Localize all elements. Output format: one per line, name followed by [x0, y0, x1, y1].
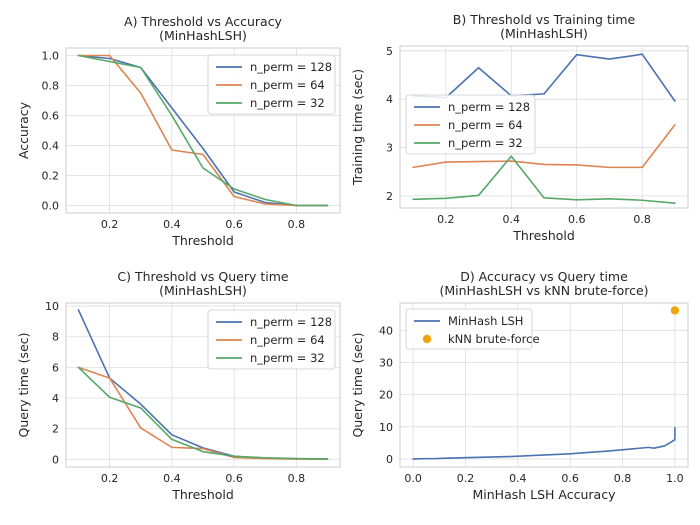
legend-frame	[207, 309, 336, 370]
legend-label: kNN brute-force	[448, 332, 540, 346]
y-tick-label: 1.0	[42, 50, 60, 63]
series-line-n-perm-64	[77, 54, 329, 207]
legend: n_perm = 128 n_perm = 64 n_perm = 32	[405, 94, 536, 155]
x-tick-label: 0.6	[225, 472, 243, 485]
y-tick-label: 4	[52, 392, 59, 405]
x-tick-label: 0.6	[561, 472, 579, 485]
y-tick-label: 0.2	[42, 170, 60, 183]
y-tick-label: 2	[52, 423, 59, 436]
series-line-minhash-lsh	[412, 426, 676, 460]
legend-label: n_perm = 64	[250, 78, 325, 92]
legend-label: n_perm = 32	[448, 136, 523, 150]
y-tick-label: 0.0	[42, 200, 60, 213]
panel-d-accuracy-vs-query-time: 0.0 0.2 0.4 0.6 0.8 1.0 0 10 20 30 40 D) Accuracy v…	[350, 269, 689, 502]
series-line-n-perm-64	[412, 124, 676, 169]
legend-label: MinHash LSH	[448, 314, 523, 328]
chart-title: A) Threshold vs Accuracy	[124, 14, 283, 29]
plot-frame	[65, 47, 341, 214]
x-tick-label: 0.2	[457, 472, 475, 485]
y-tick-label: 0	[52, 453, 59, 466]
plot-frame	[65, 302, 341, 468]
plot-frame	[399, 45, 689, 209]
panel-c-threshold-vs-query-time: 0.2 0.4 0.6 0.8 0 2 4 6 8 10 C) Threshold vs Query…	[16, 269, 341, 502]
x-tick-label: 0.8	[288, 472, 306, 485]
x-tick-label: 0.2	[101, 472, 119, 485]
y-tick-label: 0.8	[42, 80, 60, 93]
legend-frame	[405, 94, 536, 155]
plot-frame	[399, 302, 689, 468]
legend-frame	[405, 308, 533, 350]
panel-b-threshold-vs-training-time: 0.2 0.4 0.6 0.8 2 3 4 5 B) Threshold vs Training…	[350, 12, 689, 243]
chart-subtitle: (MinHashLSH vs kNN brute-force)	[439, 283, 648, 298]
y-tick-label: 5	[386, 45, 393, 58]
series-line-n-perm-32	[412, 155, 676, 204]
legend-frame	[207, 54, 336, 115]
legend-label: n_perm = 128	[250, 60, 332, 74]
legend: n_perm = 128 n_perm = 64 n_perm = 32	[207, 309, 336, 370]
y-tick-label: 20	[379, 389, 393, 402]
legend-label: n_perm = 128	[250, 315, 332, 329]
y-tick-label: 30	[379, 356, 393, 369]
x-tick-label: 1.0	[666, 472, 684, 485]
y-tick-label: 0.6	[42, 110, 60, 123]
chart-title: B) Threshold vs Training time	[453, 12, 636, 27]
x-tick-label: 0.0	[404, 472, 422, 485]
legend: MinHash LSH kNN brute-force	[405, 308, 540, 350]
x-tick-label: 0.8	[633, 213, 651, 226]
legend-label: n_perm = 128	[448, 100, 530, 114]
y-tick-label: 4	[386, 93, 393, 106]
x-tick-label: 0.4	[163, 218, 181, 231]
y-axis-label: Query time (sec)	[16, 332, 31, 437]
chart-subtitle: (MinHashLSH)	[159, 283, 247, 298]
legend-marker	[422, 334, 432, 344]
chart-title: C) Threshold vs Query time	[117, 269, 289, 284]
legend-label: n_perm = 64	[448, 118, 523, 132]
x-tick-label: 0.8	[614, 472, 632, 485]
y-tick-label: 2	[386, 190, 393, 203]
x-axis-label: Threshold	[512, 228, 575, 243]
x-tick-label: 0.4	[509, 472, 527, 485]
legend-label: n_perm = 64	[250, 333, 325, 347]
series-line-n-perm-128	[412, 53, 676, 102]
chart-subtitle: (MinHashLSH)	[159, 28, 247, 43]
x-axis-label: MinHash LSH Accuracy	[473, 487, 617, 502]
y-tick-label: 6	[52, 361, 59, 374]
legend-label: n_perm = 32	[250, 96, 325, 110]
series-line-n-perm-32	[77, 54, 329, 207]
chart-title: D) Accuracy vs Query time	[460, 269, 628, 284]
x-tick-label: 0.6	[225, 218, 243, 231]
y-axis-label: Training time (sec)	[350, 69, 365, 186]
x-tick-label: 0.2	[101, 218, 119, 231]
y-axis-label: Accuracy	[16, 101, 31, 159]
y-tick-label: 10	[379, 421, 393, 434]
x-tick-label: 0.4	[163, 472, 181, 485]
y-tick-label: 0.4	[42, 140, 60, 153]
x-axis-label: Threshold	[171, 233, 234, 248]
x-tick-label: 0.8	[288, 218, 306, 231]
y-tick-label: 8	[52, 331, 59, 344]
y-tick-label: 3	[386, 142, 393, 155]
x-tick-label: 0.6	[568, 213, 586, 226]
series-line-n-perm-32	[77, 366, 329, 460]
x-tick-label: 0.2	[437, 213, 455, 226]
x-tick-label: 0.4	[503, 213, 521, 226]
x-axis-label: Threshold	[171, 487, 234, 502]
chart-subtitle: (MinHashLSH)	[500, 26, 588, 41]
y-tick-label: 10	[45, 300, 59, 313]
legend-label: n_perm = 32	[250, 351, 325, 365]
y-axis-label: Query time (sec)	[350, 332, 365, 437]
y-tick-label: 0	[386, 453, 393, 466]
knn-brute-force-point	[670, 306, 680, 315]
panel-a-threshold-vs-accuracy: 0.2 0.4 0.6 0.8 0.0 0.2 0.4 0.6 0.8 1.0 A) Thresho…	[16, 14, 341, 248]
legend: n_perm = 128 n_perm = 64 n_perm = 32	[207, 54, 336, 115]
y-tick-label: 40	[379, 324, 393, 337]
